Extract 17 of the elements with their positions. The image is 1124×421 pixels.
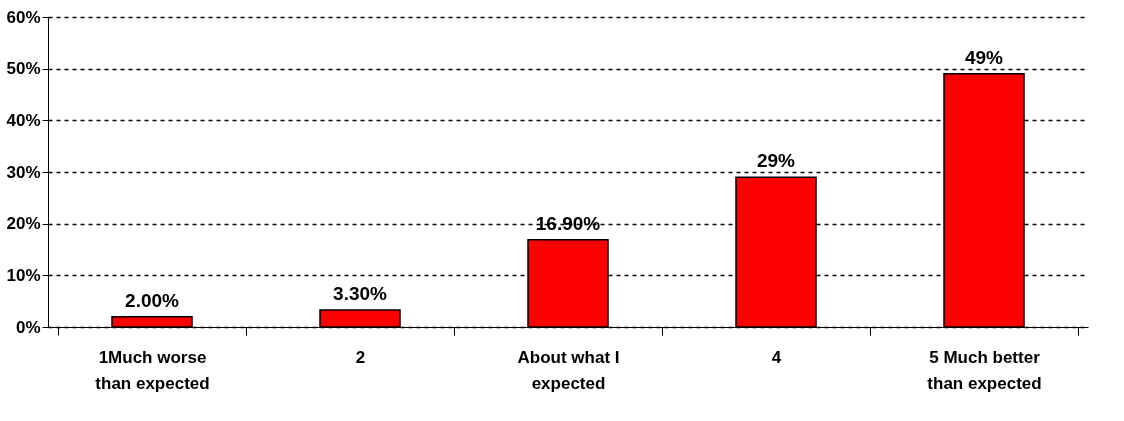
x-tick-label: 4 bbox=[771, 347, 782, 367]
x-tick-label: 1Much worse than expected bbox=[95, 347, 210, 393]
y-tick-label: 20% bbox=[6, 214, 41, 234]
x-tick-label: About what I expected bbox=[517, 347, 620, 393]
y-tick-label: 30% bbox=[6, 162, 41, 182]
y-tick-label: 0% bbox=[15, 317, 41, 337]
y-tick-label: 40% bbox=[6, 110, 41, 130]
data-label: 29% bbox=[756, 150, 796, 172]
data-label: 3.30% bbox=[333, 282, 388, 304]
y-tick-label: 50% bbox=[6, 59, 41, 79]
x-tick-label: 5 Much better than expected bbox=[927, 347, 1042, 393]
y-tick-label: 60% bbox=[6, 7, 41, 27]
data-label: 49% bbox=[964, 46, 1004, 68]
x-tick-label: 2 bbox=[355, 347, 366, 367]
data-label: 2.00% bbox=[125, 289, 180, 311]
y-tick-label: 10% bbox=[6, 265, 41, 285]
data-label: 16.90% bbox=[535, 212, 601, 234]
